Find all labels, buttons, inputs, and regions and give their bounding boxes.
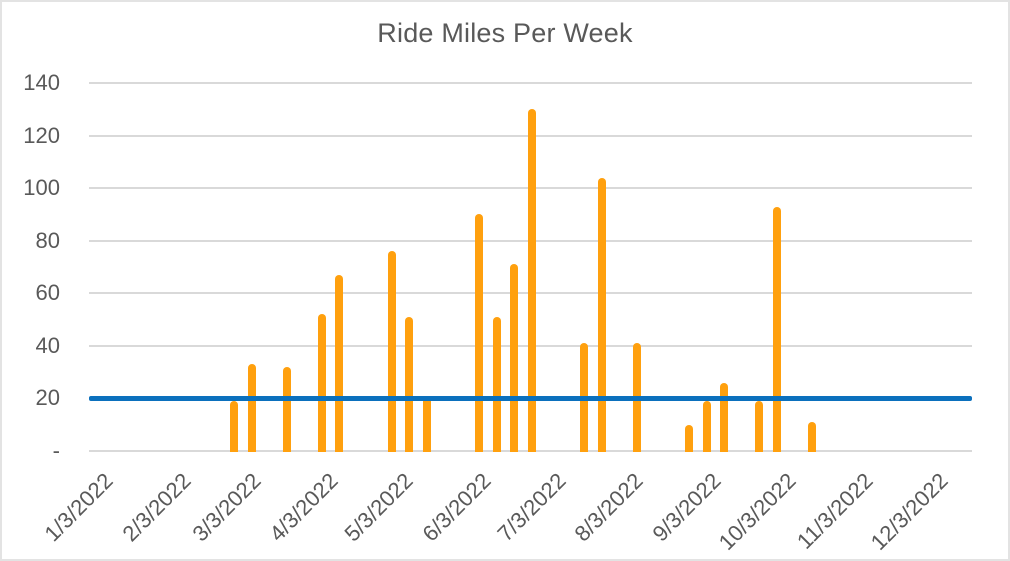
- y-axis-tick-label: 40: [35, 332, 60, 358]
- bar-week-3-21-2022: [282, 366, 291, 452]
- gridline-y-140: [89, 82, 972, 84]
- bar-week-5-9-2022: [405, 316, 413, 452]
- bar-week-6-27-2022: [527, 109, 536, 452]
- bar-week-10-17-2022: [807, 422, 816, 452]
- threshold-line: [89, 396, 972, 402]
- bar-week-9-26-2022: [755, 401, 763, 452]
- bar-week-10-3-2022: [772, 206, 781, 452]
- bar-week-5-2-2022: [387, 251, 396, 452]
- bar-week-4-4-2022: [317, 314, 326, 452]
- bar-week-8-29-2022: [685, 424, 693, 452]
- bar-week-6-13-2022: [492, 316, 501, 452]
- bar-week-6-6-2022: [475, 214, 483, 452]
- bar-week-6-20-2022: [510, 264, 518, 452]
- bar-week-2-28-2022: [230, 401, 238, 452]
- bar-week-3-7-2022: [247, 364, 256, 452]
- bar-week-7-25-2022: [597, 177, 606, 452]
- bar-week-5-16-2022: [422, 395, 431, 452]
- y-axis-tick-label: 140: [23, 70, 60, 95]
- bar-week-4-11-2022: [335, 274, 343, 452]
- y-axis-tick-label: 120: [23, 122, 60, 148]
- y-axis-tick-label: 20: [35, 385, 60, 411]
- bar-week-9-12-2022: [720, 382, 728, 452]
- y-axis-tick-label: 100: [23, 175, 60, 201]
- chart-title: Ride Miles Per Week: [377, 18, 633, 48]
- y-axis-tick-label: 80: [35, 227, 60, 253]
- bar-week-9-5-2022: [702, 401, 711, 452]
- y-axis-tick-label: 60: [35, 280, 60, 306]
- y-axis-tick-label: -: [52, 438, 60, 463]
